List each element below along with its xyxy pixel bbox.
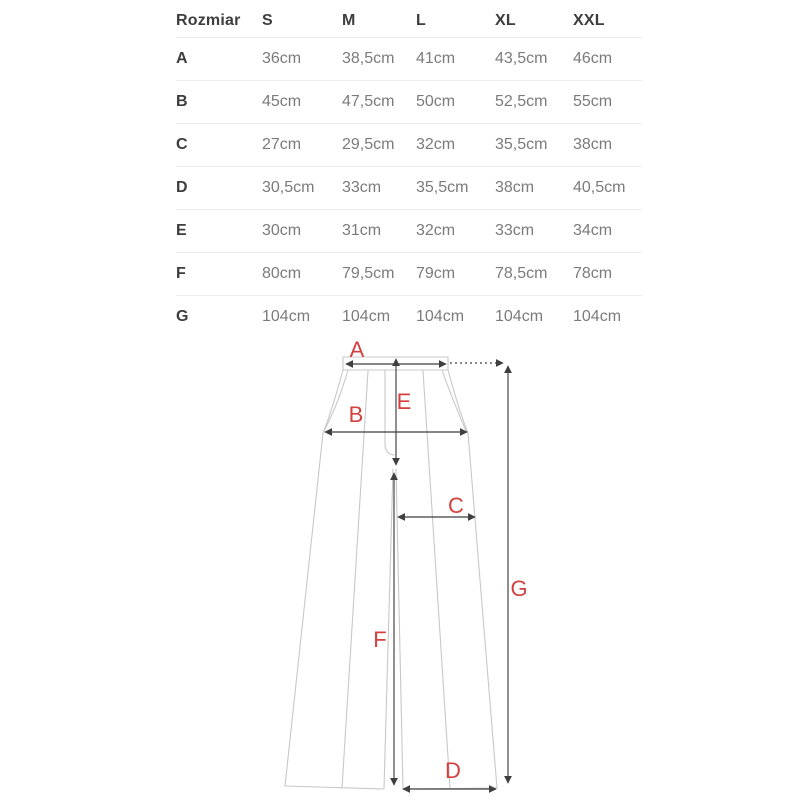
size-value: 79,5cm: [342, 265, 395, 282]
size-table-header: Rozmiar S M L XL XXL: [176, 4, 642, 38]
header-cell-s: S: [262, 11, 273, 29]
table-row-a: A 36cm 38,5cm 41cm 43,5cm 46cm: [176, 38, 642, 81]
size-value: 45cm: [262, 93, 302, 110]
size-table: Rozmiar S M L XL XXL A 36cm 38,5cm 41cm 43,5cm 46c…: [160, 4, 642, 338]
size-value: 38,5cm: [342, 50, 395, 67]
table-row-f: F 80cm 79,5cm 79cm 78,5cm 78cm: [176, 253, 642, 296]
size-value: 79cm: [416, 265, 456, 282]
left-hem: [284, 785, 385, 790]
fly-line: [384, 369, 395, 456]
row-label: E: [176, 222, 187, 239]
size-value: 32cm: [416, 222, 456, 239]
size-value: 30cm: [262, 222, 302, 239]
left-pocket-line: [323, 369, 349, 432]
size-value: 50cm: [416, 93, 456, 110]
size-value: 33cm: [495, 222, 535, 239]
size-value: 41cm: [416, 50, 456, 67]
size-value: 47,5cm: [342, 93, 395, 110]
table-row-e: E 30cm 31cm 32cm 33cm 34cm: [176, 210, 642, 253]
size-value: 30,5cm: [262, 179, 315, 196]
table-row-g: G 104cm 104cm 104cm 104cm 104cm: [176, 296, 642, 338]
header-cell-xl: XL: [495, 11, 516, 29]
size-value: 78cm: [573, 265, 613, 282]
size-value: 36cm: [262, 50, 302, 67]
size-value: 46cm: [573, 50, 613, 67]
row-label: D: [176, 179, 188, 196]
header-cell-m: M: [342, 11, 356, 29]
size-value: 32cm: [416, 136, 456, 153]
size-value: 104cm: [262, 308, 311, 325]
table-row-d: D 30,5cm 33cm 35,5cm 38cm 40,5cm: [176, 167, 642, 210]
size-table-body: A 36cm 38,5cm 41cm 43,5cm 46cm B 45cm 47,5cm 50cm…: [176, 38, 642, 338]
size-value: 52,5cm: [495, 93, 548, 110]
size-value: 34cm: [573, 222, 613, 239]
row-label: A: [176, 50, 188, 67]
row-label: C: [176, 136, 188, 153]
right-pocket-line: [441, 369, 467, 432]
size-value: 104cm: [416, 308, 465, 325]
header-cell-rozmiar: Rozmiar: [176, 11, 241, 29]
trousers-outline: [284, 356, 498, 790]
size-value: 104cm: [495, 308, 544, 325]
size-value: 104cm: [573, 308, 622, 325]
dimension-label-a: A: [349, 337, 365, 362]
size-value: 35,5cm: [416, 179, 469, 196]
dimension-arrows: [324, 358, 513, 794]
size-value: 27cm: [262, 136, 302, 153]
dimension-label-d: D: [445, 758, 461, 783]
dimension-label-g: G: [510, 576, 528, 601]
row-label: B: [176, 93, 188, 110]
left-crease-line: [341, 370, 369, 789]
size-value: 29,5cm: [342, 136, 395, 153]
left-outer-seam: [284, 369, 344, 787]
table-row-c: C 27cm 29,5cm 32cm 35,5cm 38cm: [176, 124, 642, 167]
dimension-label-b: B: [348, 402, 364, 427]
size-value: 55cm: [573, 93, 613, 110]
table-row-b: B 45cm 47,5cm 50cm 52,5cm 55cm: [176, 81, 642, 124]
size-value: 80cm: [262, 265, 302, 282]
size-value: 35,5cm: [495, 136, 548, 153]
header-cell-l: L: [416, 11, 426, 29]
size-value: 78,5cm: [495, 265, 548, 282]
row-label: F: [176, 265, 186, 282]
dimension-label-f: F: [373, 627, 387, 652]
size-value: 31cm: [342, 222, 382, 239]
size-value: 38cm: [495, 179, 535, 196]
size-value: 43,5cm: [495, 50, 548, 67]
dimension-label-e: E: [396, 389, 412, 414]
right-outer-seam: [447, 369, 498, 789]
header-cell-xxl: XXL: [573, 11, 605, 29]
size-value: 104cm: [342, 308, 391, 325]
dimension-label-c: C: [448, 493, 464, 518]
right-crease-line: [422, 370, 451, 789]
row-label: G: [176, 308, 189, 325]
size-value: 40,5cm: [573, 179, 626, 196]
size-value: 33cm: [342, 179, 382, 196]
size-value: 38cm: [573, 136, 613, 153]
